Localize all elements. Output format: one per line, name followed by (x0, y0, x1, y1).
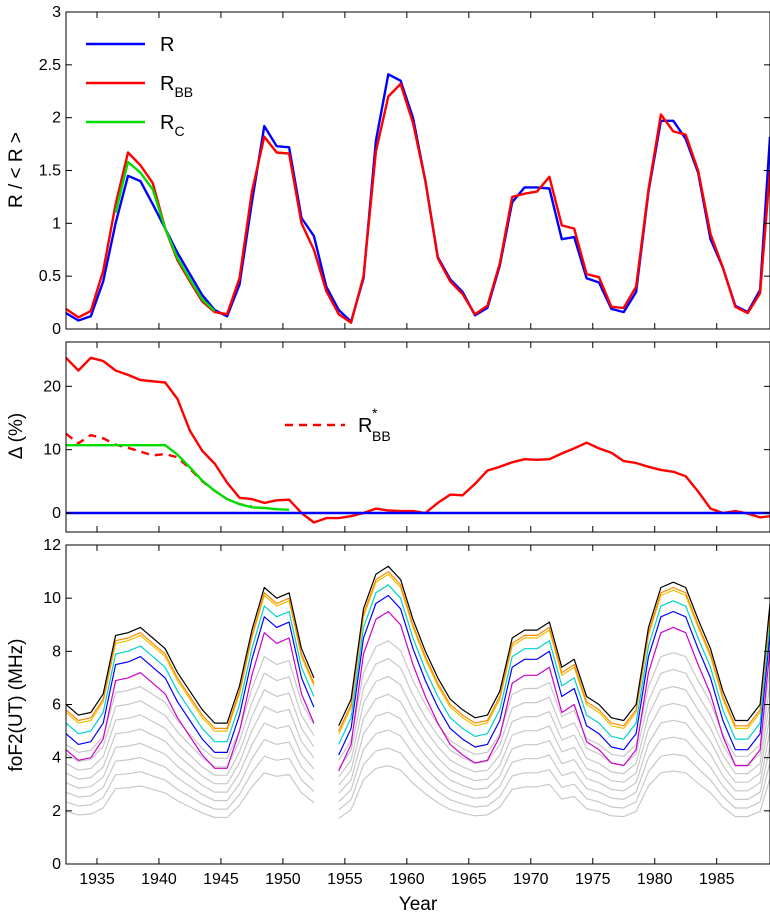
panel-bottom: 0 2 4 6 8 10 12 1935 1940 1945 1950 1955 1960 1965 197… (6, 537, 770, 915)
y-tick-label: 8 (52, 643, 61, 660)
series-group (66, 73, 770, 324)
legend-label: RC (160, 112, 185, 139)
y-tick-label: 0.5 (39, 268, 61, 285)
panel-top: 0 0.5 1 1.5 2 2.5 3 R / < R > R RBB RC (6, 4, 770, 338)
series-group (66, 565, 770, 819)
series-line-gray (66, 711, 770, 794)
y-axis-label-top: R / < R > (6, 132, 27, 208)
legend-superscript: * (372, 405, 378, 421)
y-tick-label: 1.5 (39, 163, 61, 180)
series-group (66, 356, 770, 524)
series-line-gray (66, 747, 770, 811)
y-tick-label: 0 (52, 856, 61, 873)
series-line-gray (66, 729, 770, 803)
x-tick-label: 1970 (513, 871, 549, 888)
y-tick-label: 4 (52, 750, 61, 767)
x-tick-label: 1965 (451, 871, 487, 888)
series-line (66, 610, 770, 772)
x-tick-label: 1935 (79, 871, 115, 888)
x-tick-label: 1940 (141, 871, 177, 888)
axes-frame (65, 341, 770, 533)
y-tick-label: 3 (52, 4, 61, 21)
axes-frame (65, 11, 770, 330)
x-tick-label: 1985 (699, 871, 735, 888)
legend-subscript: BB (372, 428, 391, 444)
series-line-gray (66, 658, 770, 769)
y-tick-label: 2.5 (39, 57, 61, 74)
y-tick-label: 6 (52, 697, 61, 714)
x-tick-label: 1980 (637, 871, 673, 888)
series-line-r-c (66, 444, 290, 511)
y-tick-label: 20 (43, 378, 61, 395)
legend-label: RBB (160, 73, 193, 100)
legend-top: R RBB RC (86, 34, 193, 139)
legend-label: R (160, 34, 174, 56)
series-line-gray (66, 693, 770, 786)
plot-area-top: 0 0.5 1 1.5 2 2.5 3 (39, 4, 770, 338)
x-axis-label: Year (399, 894, 438, 915)
y-axis-label-middle: Δ (%) (6, 413, 27, 459)
x-tick-label: 1975 (575, 871, 611, 888)
x-tick-label: 1950 (265, 871, 301, 888)
y-tick-label: 10 (43, 590, 61, 607)
series-line (66, 565, 770, 727)
plot-area-middle: 0 10 20 (43, 341, 770, 533)
x-tick-label: 1955 (327, 871, 363, 888)
y-tick-label: 12 (43, 537, 61, 554)
series-line (66, 594, 770, 756)
plot-area-bottom: 0 2 4 6 8 10 12 1935 1940 1945 1950 1955 1960 1965 197… (43, 537, 770, 888)
series-line (66, 573, 770, 734)
y-tick-label: 0 (52, 505, 61, 522)
y-axis-label-bottom: foF2(UT) (MHz) (6, 639, 27, 772)
legend-middle: R* BB (285, 405, 391, 444)
series-line-gray (66, 675, 770, 778)
legend-label: R* BB (358, 405, 391, 444)
legend-subscript: BB (174, 84, 193, 100)
series-line-r-bb- (66, 432, 253, 508)
series-line-gray (66, 765, 770, 819)
series-line-r-bb (66, 356, 770, 524)
series-line-r-c (114, 160, 216, 312)
x-tick-label: 1960 (389, 871, 425, 888)
y-tick-label: 1 (52, 215, 61, 232)
y-tick-label: 0 (52, 321, 61, 338)
series-line-gray (66, 640, 770, 761)
x-tick-label: 1945 (203, 871, 239, 888)
legend-subscript: C (174, 123, 184, 139)
y-tick-label: 2 (52, 803, 61, 820)
series-line (66, 571, 770, 732)
y-tick-label: 2 (52, 110, 61, 127)
series-line (66, 584, 770, 745)
y-tick-label: 10 (43, 442, 61, 459)
